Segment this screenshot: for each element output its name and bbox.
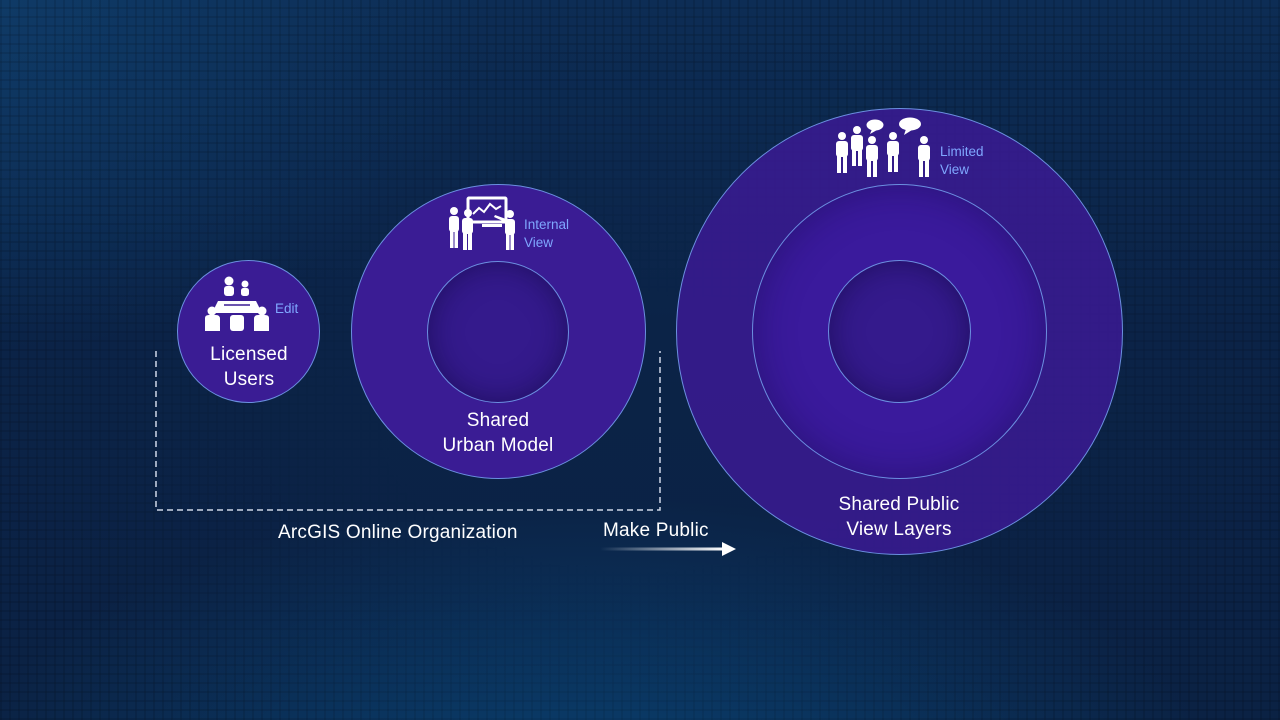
licensed-users-title: Licensed Users [187,342,311,392]
public-title-line2: View Layers [846,519,952,540]
presentation-group-icon [449,196,515,250]
organization-bracket [155,351,661,511]
licensed-title-line1: Licensed [210,344,288,365]
public-access-line1: Limited [940,144,984,159]
public-access-line2: View [940,162,970,177]
crowd-chat-icon [836,117,930,177]
shared-urban-model-inner-ring [427,261,569,403]
shared-model-access-line2: View [524,235,554,250]
shared-model-title-line2: Urban Model [442,435,554,456]
shared-model-access-line1: Internal [524,217,570,232]
make-public-arrow-icon [600,542,736,556]
organization-label: ArcGIS Online Organization [278,522,518,543]
public-view-layers-title: Shared Public View Layers [788,492,1010,542]
public-title-line1: Shared Public [838,494,960,515]
meeting-table-icon [205,276,269,331]
licensed-title-line2: Users [223,369,275,390]
licensed-users-circle [177,260,320,403]
shared-urban-model-title: Shared Urban Model [398,408,598,458]
make-public-label: Make Public [603,520,709,541]
public-access-label: Limited View [940,143,984,179]
shared-model-access-label: Internal View [524,216,569,252]
public-view-inner-ring [828,260,971,403]
shared-model-title-line1: Shared [466,410,530,431]
licensed-access-label: Edit [275,301,299,316]
